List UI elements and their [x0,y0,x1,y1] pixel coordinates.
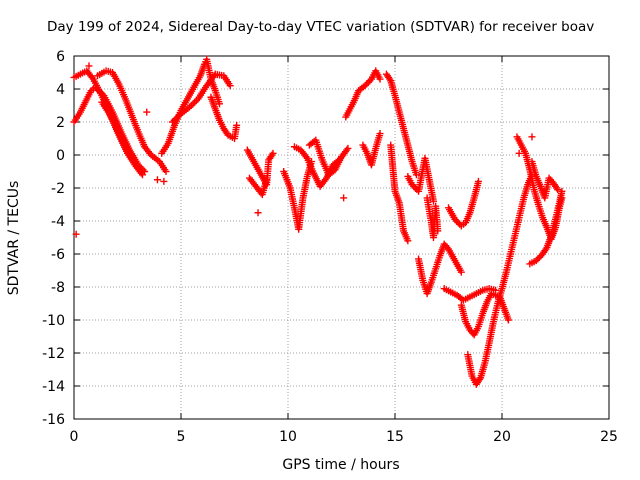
data-point [454,219,462,227]
series-trace-morning-a [158,55,224,157]
y-axis-label: SDTVAR / TECUs [6,181,22,296]
y-tick-label: -6 [51,247,65,263]
series-trace-early-d [98,98,144,175]
series-trace-early-c [94,67,170,175]
data-point [430,197,438,205]
y-tick-label: 0 [56,148,65,164]
series-trace-evening-a [415,240,465,298]
y-tick-label: 2 [56,115,65,131]
x-tick-label: 15 [386,429,404,445]
x-tick-label: 25 [600,429,618,445]
data-point [411,184,419,192]
data-point [233,121,241,129]
data-point [269,149,277,157]
data-point [474,177,482,185]
y-tick-label: -2 [51,181,65,197]
y-tick-label: -14 [42,379,65,395]
y-tick-label: -8 [51,280,65,296]
series-trace-outliers [72,62,536,238]
axis-ticks: 0 5 10 15 20 25 -16 -14 -12 -10 -8 -6 -4 -2 0 2 4 6 [42,49,618,445]
grid [74,56,609,419]
series-trace-evening-b [423,194,442,241]
series-trace-evening-d [445,177,482,230]
data-point [364,78,372,86]
series-trace-morning-b [168,70,234,126]
data-point [434,227,442,235]
series-trace-morning-c [207,93,241,142]
series-trace-midday-e [305,136,345,179]
chart-title: Day 199 of 2024, Sidereal Day-to-day VTE… [47,19,594,35]
y-tick-label: -16 [42,412,65,428]
data-points [70,55,566,388]
data-point [376,75,384,83]
series-trace-afternoon-a [342,67,384,121]
y-tick-label: -10 [42,313,65,329]
data-point [189,100,197,108]
x-tick-label: 20 [493,429,511,445]
data-point [404,237,412,245]
data-point [554,186,562,194]
series-trace-afternoon-c [382,70,420,179]
data-point [85,62,93,70]
data-point [558,187,566,195]
data-point [226,82,234,90]
series-trace-midday-b [245,174,271,199]
series-trace-night-e [528,158,562,202]
series-trace-midday-c [280,158,316,233]
series-trace-afternoon-b [359,130,384,169]
data-point [457,268,465,276]
series-trace-midday-a [243,146,277,189]
data-point [254,209,262,217]
y-tick-label: 4 [56,82,65,98]
data-point [344,144,352,152]
series-trace-night-d [526,187,566,268]
data-point [535,253,543,261]
data-point [143,108,151,116]
data-point [216,100,224,108]
series-trace-midday-d [290,143,352,190]
data-point [191,98,199,106]
x-tick-label: 0 [70,429,79,445]
data-point [153,176,161,184]
data-point [528,133,536,141]
series-trace-evening-c [440,285,500,304]
y-tick-label: -12 [42,346,65,362]
data-point [160,177,168,185]
data-point [162,168,170,175]
x-axis-label: GPS time / hours [282,457,399,473]
x-tick-label: 10 [279,429,297,445]
y-tick-label: 6 [56,49,65,65]
series-trace-night-b [457,290,512,339]
data-point [340,194,348,202]
series-trace-afternoon-e [404,154,438,205]
y-tick-label: -4 [51,214,65,230]
data-point [72,230,80,238]
series-trace-afternoon-d [387,141,412,245]
data-point [263,176,271,184]
plot-frame [73,55,610,420]
data-point [376,130,384,138]
data-point [338,153,345,161]
data-point [504,316,512,324]
x-tick-label: 5 [177,429,186,445]
data-point [515,149,523,157]
data-point [136,168,144,175]
data-point [412,171,420,179]
